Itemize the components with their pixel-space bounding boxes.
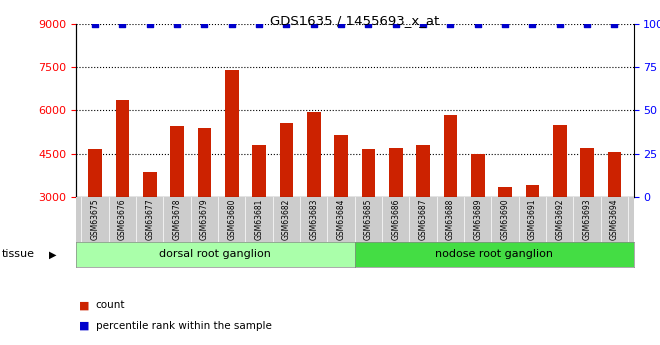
Bar [307, 112, 321, 197]
Bar [444, 115, 457, 197]
Bar [525, 185, 539, 197]
Text: GSM63683: GSM63683 [310, 198, 318, 240]
Text: GSM63685: GSM63685 [364, 198, 373, 240]
Point [554, 21, 565, 27]
Text: GSM63689: GSM63689 [473, 198, 482, 240]
Point [199, 21, 210, 27]
Text: GSM63680: GSM63680 [227, 198, 236, 240]
Text: ■: ■ [79, 321, 90, 331]
Text: GDS1635 / 1455693_x_at: GDS1635 / 1455693_x_at [270, 14, 440, 27]
Point [254, 21, 265, 27]
Text: GSM63678: GSM63678 [172, 198, 182, 240]
Text: GSM63693: GSM63693 [583, 198, 591, 240]
Bar [280, 124, 293, 197]
Point [172, 21, 182, 27]
Point [308, 21, 319, 27]
Bar [143, 172, 156, 197]
Text: GSM63692: GSM63692 [555, 198, 564, 240]
Point [281, 21, 292, 27]
Point [500, 21, 510, 27]
Bar [88, 149, 102, 197]
Bar [197, 128, 211, 197]
Point [226, 21, 237, 27]
Text: dorsal root ganglion: dorsal root ganglion [159, 249, 271, 259]
Point [391, 21, 401, 27]
Text: GSM63694: GSM63694 [610, 198, 619, 240]
Bar [362, 149, 376, 197]
Text: GSM63681: GSM63681 [255, 198, 263, 240]
Point [90, 21, 100, 27]
Bar [498, 187, 512, 197]
Bar [170, 126, 184, 197]
Text: count: count [96, 300, 125, 310]
Text: GSM63675: GSM63675 [90, 198, 100, 240]
Bar [225, 70, 238, 197]
Point [117, 21, 127, 27]
Text: GSM63684: GSM63684 [337, 198, 346, 240]
Bar [580, 148, 594, 197]
Bar [471, 154, 484, 197]
Point [609, 21, 620, 27]
Bar [334, 135, 348, 197]
Bar [553, 125, 567, 197]
Text: GSM63679: GSM63679 [200, 198, 209, 240]
Point [363, 21, 374, 27]
Text: ■: ■ [79, 300, 90, 310]
Text: ▶: ▶ [49, 249, 56, 259]
Text: tissue: tissue [1, 249, 34, 259]
Bar [389, 148, 403, 197]
Point [445, 21, 455, 27]
Bar [115, 100, 129, 197]
Text: GSM63682: GSM63682 [282, 198, 291, 240]
Point [145, 21, 155, 27]
Text: GSM63690: GSM63690 [501, 198, 510, 240]
Point [473, 21, 483, 27]
Text: GSM63691: GSM63691 [528, 198, 537, 240]
Text: GSM63688: GSM63688 [446, 198, 455, 240]
Bar [608, 152, 621, 197]
Point [336, 21, 346, 27]
Point [418, 21, 428, 27]
Point [582, 21, 593, 27]
Point [527, 21, 538, 27]
Text: GSM63676: GSM63676 [118, 198, 127, 240]
Text: percentile rank within the sample: percentile rank within the sample [96, 321, 271, 331]
Text: nodose root ganglion: nodose root ganglion [435, 249, 553, 259]
Text: GSM63677: GSM63677 [145, 198, 154, 240]
Text: GSM63686: GSM63686 [391, 198, 400, 240]
Bar [416, 145, 430, 197]
Bar [252, 145, 266, 197]
Text: GSM63687: GSM63687 [418, 198, 428, 240]
